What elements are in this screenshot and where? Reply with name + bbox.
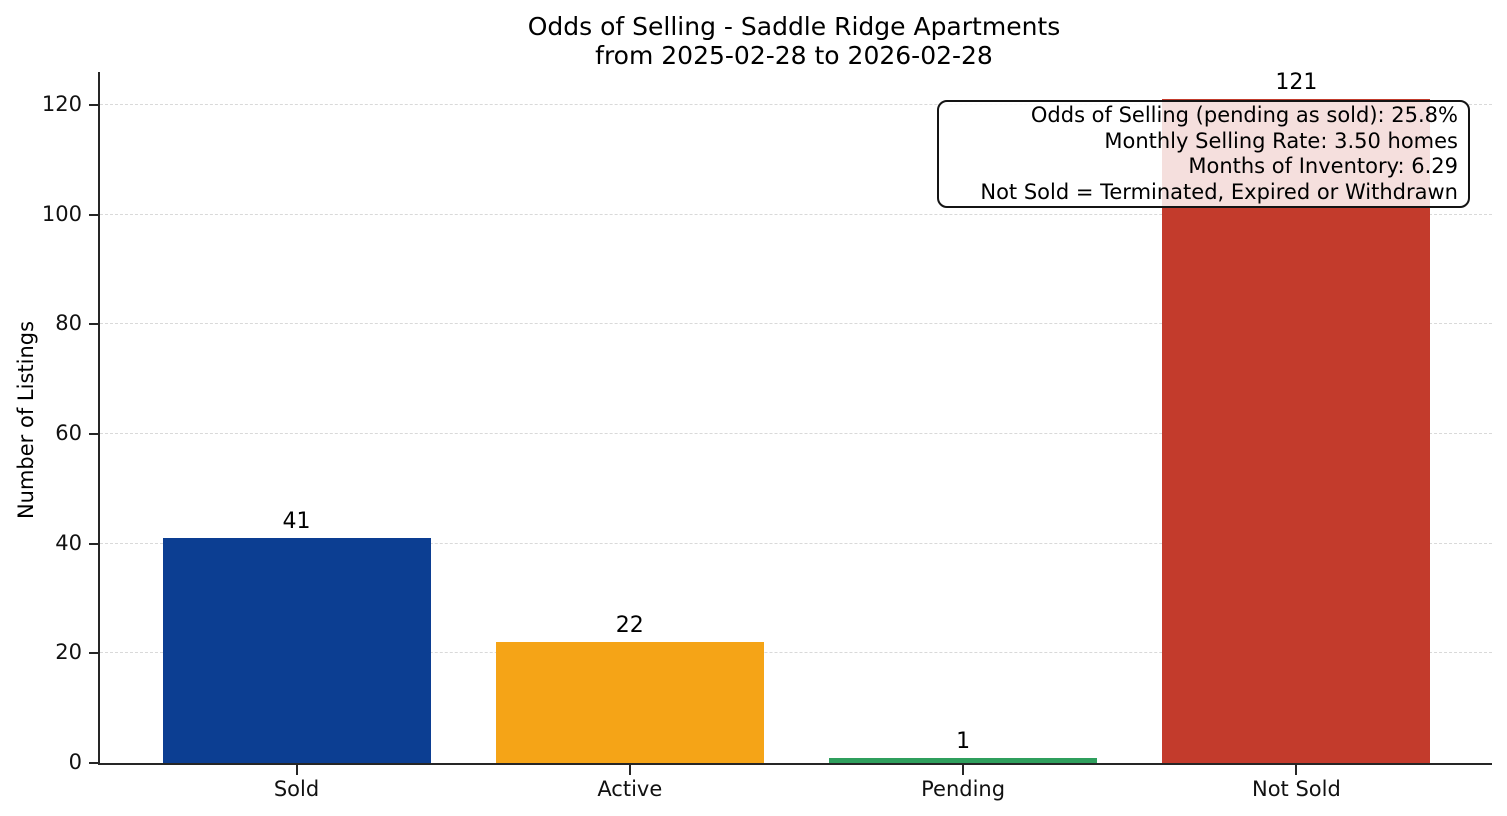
y-tick-mark-100 — [89, 213, 98, 216]
y-tick-mark-80 — [89, 323, 98, 326]
stats-annotation-box: Odds of Selling (pending as sold): 25.8%… — [937, 100, 1470, 208]
x-tick-mark-active — [628, 765, 631, 775]
y-tick-label-120: 120 — [41, 91, 82, 116]
y-tick-mark-20 — [89, 652, 98, 655]
annotation-line-inventory: Months of Inventory: 6.29 — [1188, 154, 1458, 178]
x-tick-mark-sold — [295, 765, 298, 775]
y-tick-mark-40 — [89, 542, 98, 545]
gridline-y-40 — [100, 542, 1492, 544]
bar-pending — [829, 757, 1098, 763]
bar-value-active: 22 — [615, 613, 644, 639]
bar-value-not-sold: 121 — [1275, 70, 1318, 96]
gridline-y-60 — [100, 432, 1492, 434]
chart-title: Odds of Selling - Saddle Ridge Apartment… — [98, 12, 1490, 70]
bar-value-pending: 1 — [956, 728, 971, 754]
bar-sold — [162, 538, 431, 763]
bar-not-sold — [1162, 99, 1431, 763]
y-tick-label-60: 60 — [55, 420, 82, 445]
gridline-y-20 — [100, 652, 1492, 654]
x-tick-label-pending: Pending — [921, 777, 1006, 801]
y-tick-label-80: 80 — [55, 311, 82, 336]
x-tick-label-active: Active — [597, 777, 663, 801]
x-tick-label-not-sold: Not Sold — [1251, 777, 1341, 801]
annotation-line-odds: Odds of Selling (pending as sold): 25.8% — [1030, 103, 1458, 127]
x-tick-label-sold: Sold — [273, 777, 320, 801]
annotation-line-rate: Monthly Selling Rate: 3.50 homes — [1104, 128, 1458, 153]
y-tick-label-0: 0 — [68, 750, 82, 774]
gridline-y-120 — [100, 103, 1492, 105]
gridline-y-100 — [100, 213, 1492, 215]
y-tick-mark-60 — [89, 432, 98, 435]
bar-active — [495, 642, 764, 763]
y-tick-mark-120 — [89, 103, 98, 106]
gridline-y-80 — [100, 323, 1492, 325]
chart-title-line-2: from 2025-02-28 to 2026-02-28 — [595, 41, 993, 70]
bar-value-sold: 41 — [282, 509, 311, 535]
plot-area: 0 20 40 60 80 100 120 41 Sold 22 Active 1 Pending 121… — [42, 70, 1492, 801]
x-tick-mark-not-sold — [1295, 765, 1298, 775]
y-tick-label-20: 20 — [55, 640, 82, 665]
annotation-line-notsold-def: Not Sold = Terminated, Expired or Withdr… — [980, 179, 1458, 204]
y-axis-title: Number of Listings — [14, 320, 38, 520]
y-tick-mark-0 — [89, 762, 98, 764]
y-tick-label-40: 40 — [55, 530, 82, 555]
y-tick-label-100: 100 — [41, 201, 82, 226]
chart-title-line-1: Odds of Selling - Saddle Ridge Apartment… — [527, 12, 1061, 41]
x-tick-mark-pending — [962, 765, 965, 775]
